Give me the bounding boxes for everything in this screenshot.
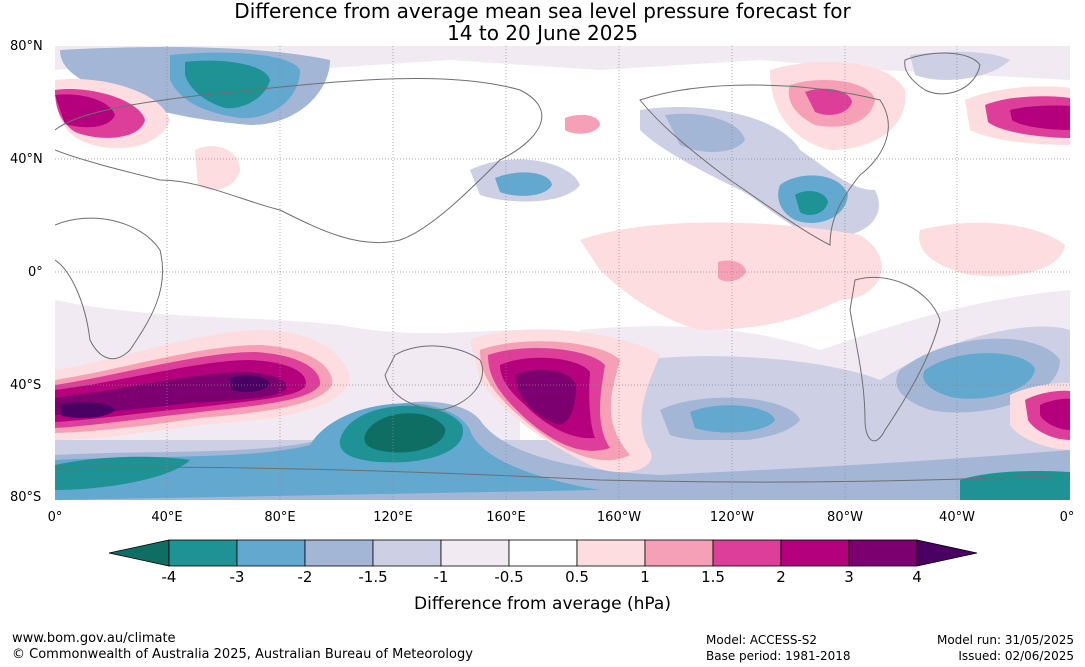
anomaly-region bbox=[1040, 398, 1070, 430]
colorbar-blocks bbox=[108, 539, 978, 567]
colorbar-block bbox=[304, 539, 374, 567]
colorbar-block bbox=[168, 539, 238, 567]
coastline-eurasia bbox=[55, 77, 543, 244]
footer-issued: Issued: 02/06/2025 bbox=[958, 649, 1074, 663]
anomaly-region bbox=[55, 403, 600, 500]
footer-copyright: © Commonwealth of Australia 2025, Austra… bbox=[12, 647, 473, 662]
colorbar-block bbox=[644, 539, 714, 567]
anomaly-region bbox=[515, 369, 576, 425]
coastline-australia bbox=[384, 345, 484, 411]
colorbar-block bbox=[440, 539, 510, 567]
anomaly-region bbox=[60, 402, 115, 418]
lat-label: 40°S bbox=[10, 378, 42, 393]
colorbar-tick-label: 1.5 bbox=[701, 568, 725, 586]
lon-label: 160°E bbox=[486, 510, 526, 525]
colorbar-tick-label: -4 bbox=[161, 568, 177, 586]
lon-label: 80°W bbox=[827, 510, 863, 525]
colorbar-tick-label: -1.5 bbox=[358, 568, 388, 586]
lon-label: 160°W bbox=[596, 510, 642, 525]
colorbar-block bbox=[372, 539, 442, 567]
footer-model: Model: ACCESS-S2 bbox=[706, 633, 818, 647]
colorbar-tick-label: -1 bbox=[433, 568, 449, 586]
lon-label: 80°E bbox=[264, 510, 296, 525]
lon-label: 120°W bbox=[709, 510, 755, 525]
colorbar-block bbox=[236, 539, 306, 567]
colorbar-block bbox=[508, 539, 578, 567]
chart-title-line2: 14 to 20 June 2025 bbox=[447, 21, 638, 45]
colorbar-extend-low bbox=[108, 539, 170, 567]
colorbar-tick-label: 2 bbox=[776, 568, 786, 586]
anomaly-region bbox=[795, 190, 828, 215]
graticule bbox=[55, 46, 1070, 500]
colorbar-tick-label: -2 bbox=[297, 568, 313, 586]
colorbar-block bbox=[576, 539, 646, 567]
lat-label: 80°S bbox=[10, 490, 42, 505]
colorbar-tick-label: 3 bbox=[844, 568, 854, 586]
anomaly-region bbox=[364, 413, 446, 453]
colorbar-extend-high bbox=[916, 539, 978, 567]
lon-label: 40°E bbox=[151, 510, 183, 525]
footer-model-run: Model run: 31/05/2025 bbox=[936, 633, 1074, 647]
colorbar-tick-label: 0.5 bbox=[565, 568, 589, 586]
continent-outlines bbox=[55, 52, 1070, 483]
lon-label: 40°W bbox=[939, 510, 975, 525]
coastline-greenland bbox=[904, 52, 981, 95]
anomaly-region bbox=[690, 405, 775, 433]
lat-label: 0° bbox=[28, 265, 43, 280]
anomaly-region bbox=[55, 372, 287, 415]
anomaly-region bbox=[230, 375, 270, 392]
lon-label: 0° bbox=[1059, 510, 1075, 525]
colorbar-block bbox=[780, 539, 850, 567]
anomaly-contours bbox=[55, 46, 1070, 500]
coastline-south-america bbox=[849, 276, 941, 442]
anomaly-region bbox=[910, 51, 1010, 80]
colorbar-block bbox=[712, 539, 782, 567]
anomaly-region bbox=[805, 88, 852, 115]
coastline-antarctica bbox=[55, 466, 1070, 483]
lon-label: 120°E bbox=[373, 510, 413, 525]
footer-url[interactable]: www.bom.gov.au/climate bbox=[12, 631, 176, 646]
anomaly-region bbox=[55, 456, 190, 490]
anomaly-region bbox=[665, 113, 745, 152]
anomaly-region bbox=[923, 353, 1035, 399]
coastline-north-america bbox=[639, 84, 889, 246]
colorbar-tick-label: 4 bbox=[912, 568, 922, 586]
anomaly-region bbox=[185, 60, 270, 109]
lon-label: 0° bbox=[47, 510, 63, 525]
anomaly-region bbox=[195, 146, 240, 190]
anomaly-region bbox=[495, 172, 552, 196]
colorbar-tick-label: -3 bbox=[229, 568, 245, 586]
anomaly-region bbox=[55, 46, 1070, 80]
anomaly-region bbox=[718, 260, 746, 282]
lat-label: 80°N bbox=[10, 39, 43, 54]
anomaly-region bbox=[1010, 105, 1070, 130]
anomaly-region bbox=[919, 222, 1065, 277]
pressure-anomaly-map bbox=[55, 46, 1070, 500]
footer-base-period: Base period: 1981-2018 bbox=[706, 649, 851, 663]
anomaly-region bbox=[55, 94, 115, 128]
colorbar-tick-label: 1 bbox=[640, 568, 650, 586]
lat-label: 40°N bbox=[10, 152, 43, 167]
colorbar-tick-label: -0.5 bbox=[494, 568, 524, 586]
anomaly-region bbox=[565, 114, 600, 134]
chart-title-line1: Difference from average mean sea level p… bbox=[234, 0, 851, 23]
coastline-africa bbox=[55, 217, 164, 360]
colorbar-block bbox=[848, 539, 918, 567]
colorbar-title: Difference from average (hPa) bbox=[414, 594, 671, 614]
